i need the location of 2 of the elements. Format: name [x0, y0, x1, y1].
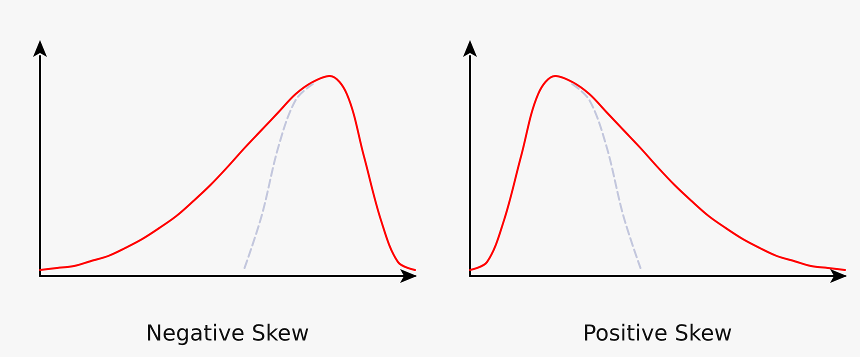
- x-axis-title: Negative Skew: [146, 322, 310, 346]
- x-axis-title: Positive Skew: [582, 322, 732, 346]
